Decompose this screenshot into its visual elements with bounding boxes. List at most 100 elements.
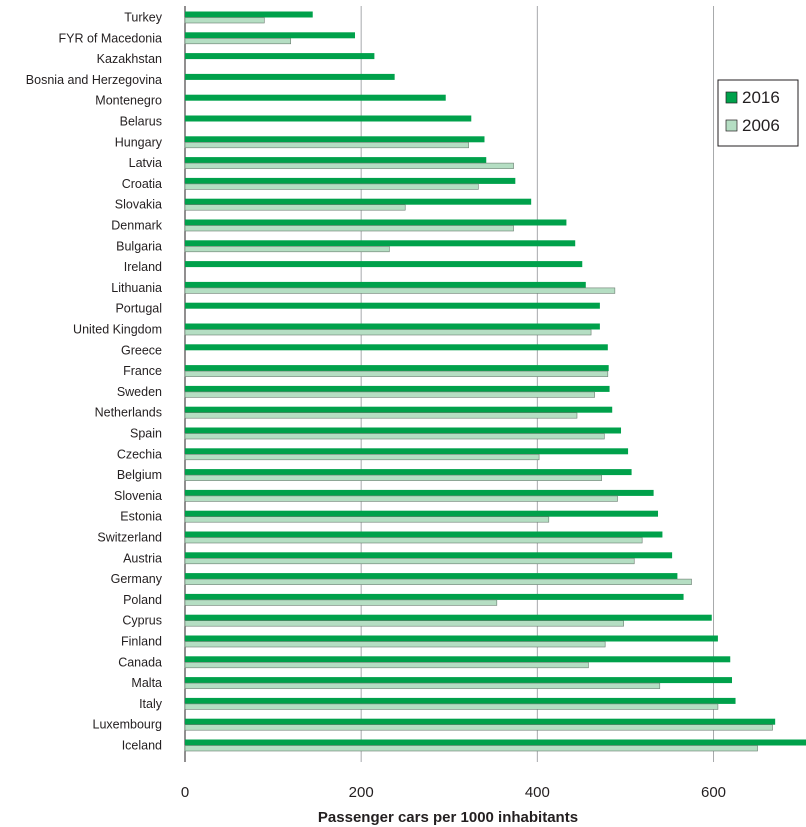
- bar-2016-belgium: [185, 469, 632, 476]
- bar-2006-canada: [184, 661, 589, 669]
- bar-2006-turkey: [184, 17, 265, 24]
- bar-2006-switzerland: [184, 537, 643, 544]
- x-tick-200: 200: [349, 784, 374, 801]
- bar-2016-united-kingdom: [185, 323, 600, 330]
- bar-2016-switzerland: [185, 531, 663, 538]
- bar-2006-france: [184, 370, 609, 377]
- category-label: Lithuania: [111, 281, 162, 295]
- category-label: Netherlands: [95, 406, 162, 420]
- bar-2016-belarus: [185, 115, 472, 122]
- x-tick-0: 0: [181, 784, 189, 801]
- category-label: Montenegro: [95, 94, 162, 108]
- legend-swatch-2016: [725, 91, 738, 104]
- bar-2016-kazakhstan: [185, 53, 375, 60]
- bar-2016-luxembourg: [185, 718, 776, 725]
- category-label: Iceland: [122, 739, 162, 753]
- legend: 2016 2006: [717, 79, 799, 147]
- bar-2006-netherlands: [184, 412, 578, 419]
- bar-2006-belgium: [184, 474, 602, 481]
- category-label: Sweden: [117, 385, 162, 399]
- bar-2016-italy: [185, 697, 736, 704]
- category-label: Switzerland: [97, 531, 162, 545]
- bar-2016-bulgaria: [185, 240, 576, 247]
- bar-2016-sweden: [185, 385, 610, 392]
- category-label: Bosnia and Herzegovina: [26, 73, 162, 87]
- bar-2006-italy: [184, 703, 719, 710]
- bar-2016-lithuania: [185, 281, 586, 288]
- bar-2016-slovenia: [185, 489, 654, 496]
- category-label: Croatia: [122, 177, 162, 191]
- bar-2006-united-kingdom: [184, 329, 592, 336]
- bar-2006-finland: [184, 641, 606, 648]
- bars: [184, 11, 806, 752]
- category-label: Italy: [139, 697, 163, 711]
- bar-2006-cyprus: [184, 620, 624, 627]
- bar-2016-canada: [185, 656, 731, 663]
- category-label: Belarus: [120, 115, 162, 129]
- bar-2016-slovakia: [185, 198, 532, 205]
- category-label: Greece: [121, 343, 162, 357]
- category-label: Austria: [123, 551, 162, 565]
- bar-2016-denmark: [185, 219, 567, 226]
- bar-2016-germany: [185, 573, 678, 580]
- bar-2006-germany: [184, 578, 692, 585]
- bar-2006-fyr-of-macedonia: [184, 37, 292, 45]
- bar-2006-iceland: [184, 745, 758, 752]
- bar-2016-greece: [185, 344, 608, 351]
- category-label: United Kingdom: [73, 323, 162, 337]
- bar-2006-luxembourg: [184, 724, 773, 731]
- bar-2006-denmark: [184, 225, 514, 232]
- bar-2016-hungary: [185, 136, 485, 143]
- bar-2016-czechia: [185, 448, 629, 455]
- bar-2016-austria: [185, 552, 673, 559]
- category-label: Bulgaria: [116, 239, 162, 253]
- bar-2016-estonia: [185, 510, 659, 517]
- category-label: Poland: [123, 593, 162, 607]
- bar-2016-fyr-of-macedonia: [185, 32, 356, 39]
- bar-2016-cyprus: [185, 614, 712, 621]
- bar-2006-slovenia: [184, 495, 618, 502]
- bar-2016-latvia: [185, 157, 487, 164]
- bar-2016-portugal: [185, 302, 600, 309]
- category-label: Latvia: [129, 156, 162, 170]
- x-tick-labels: 0 200 400 600: [181, 784, 726, 801]
- category-label: Spain: [130, 427, 162, 441]
- bar-2016-montenegro: [185, 94, 446, 101]
- bar-2016-turkey: [185, 11, 313, 18]
- category-label: Hungary: [115, 135, 163, 149]
- bar-2016-finland: [185, 635, 718, 642]
- category-label: Belgium: [117, 468, 162, 482]
- bar-2016-poland: [185, 593, 684, 600]
- category-label: FYR of Macedonia: [58, 31, 162, 45]
- bar-2006-croatia: [184, 183, 479, 190]
- legend-swatch-2006: [725, 119, 738, 132]
- x-axis-title: Passenger cars per 1000 inhabitants: [318, 809, 578, 826]
- category-label: Luxembourg: [93, 718, 163, 732]
- category-label: France: [123, 364, 162, 378]
- bar-2006-hungary: [184, 142, 469, 149]
- legend-label-2006: 2006: [742, 116, 780, 135]
- category-label: Cyprus: [122, 614, 162, 628]
- x-tick-600: 600: [701, 784, 726, 801]
- category-label: Germany: [111, 572, 163, 586]
- category-labels: Turkey FYR of Macedonia Kazakhstan Bosnia a…: [26, 11, 163, 753]
- bar-2006-lithuania: [184, 287, 616, 294]
- bar-2016-iceland: [185, 739, 806, 746]
- bar-2006-latvia: [184, 162, 514, 169]
- bar-2006-slovakia: [184, 204, 406, 211]
- bar-2016-france: [185, 365, 609, 372]
- bar-2016-bosnia-and-herzegovina: [185, 73, 395, 80]
- category-label: Slovakia: [115, 198, 162, 212]
- bar-2006-austria: [184, 557, 635, 565]
- bar-2006-bulgaria: [184, 246, 390, 253]
- category-label: Canada: [118, 655, 162, 669]
- bar-2006-czechia: [184, 453, 540, 461]
- category-label: Portugal: [115, 302, 162, 316]
- category-label: Turkey: [124, 11, 162, 25]
- bar-2016-netherlands: [185, 406, 613, 413]
- category-label: Czechia: [117, 447, 162, 461]
- bar-2016-croatia: [185, 177, 516, 184]
- bar-2006-poland: [184, 599, 498, 606]
- bar-2016-spain: [185, 427, 622, 434]
